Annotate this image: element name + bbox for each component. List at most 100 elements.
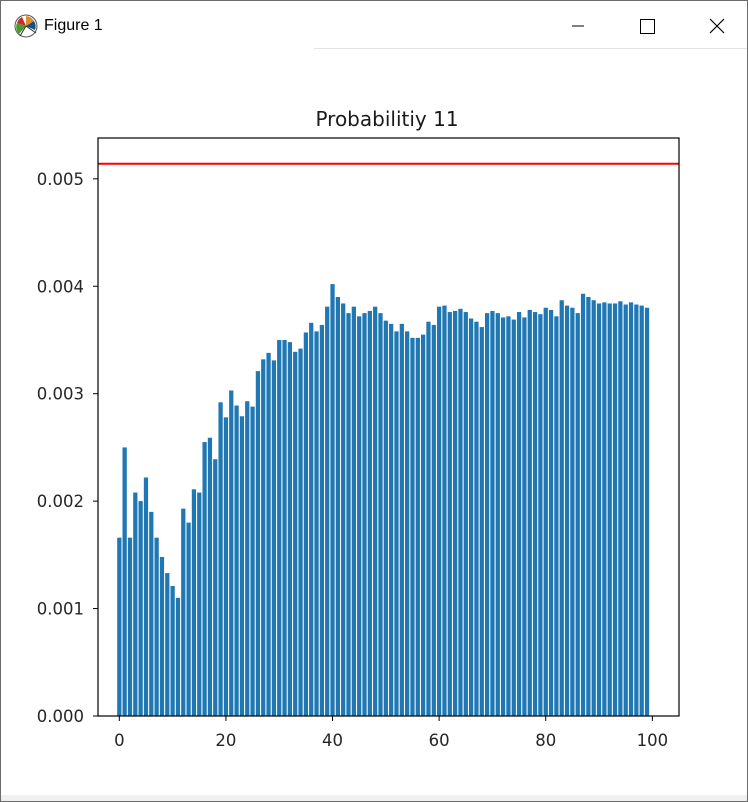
bar — [586, 297, 591, 716]
bar — [580, 293, 586, 716]
bar — [325, 306, 330, 716]
bar — [410, 337, 415, 716]
minimize-button[interactable] — [554, 1, 600, 49]
bar — [538, 314, 543, 716]
x-tick-label: 100 — [637, 731, 669, 750]
bar — [341, 303, 346, 716]
x-axis-ticks: 0 20 40 60 80 100 — [114, 716, 668, 750]
bar — [287, 342, 293, 716]
bar — [250, 406, 255, 716]
y-axis-ticks: 0.000 0.001 0.002 0.003 0.004 0.005 — [37, 170, 98, 726]
bar — [511, 319, 516, 716]
bar — [431, 324, 436, 716]
bar — [447, 312, 452, 716]
bar — [453, 310, 458, 716]
axes-frame — [97, 137, 680, 717]
bar — [319, 324, 324, 716]
bar — [591, 300, 596, 716]
bar — [202, 442, 207, 716]
bar — [527, 309, 532, 716]
bar — [143, 477, 149, 716]
y-tick-label: 0.000 — [37, 707, 84, 726]
bars-layer — [117, 284, 650, 716]
bar — [522, 317, 527, 716]
bar — [532, 312, 538, 716]
bar — [133, 492, 138, 716]
bar — [623, 304, 628, 716]
toolbar-divider — [314, 48, 747, 49]
bar — [293, 351, 298, 716]
chart-title: Probabilitiy 11 — [315, 107, 458, 131]
x-tick-label: 20 — [215, 731, 236, 750]
bar — [186, 522, 191, 716]
bar — [575, 313, 580, 716]
bar — [607, 303, 612, 716]
bar — [229, 390, 234, 716]
bar — [516, 312, 522, 716]
bar — [628, 302, 634, 716]
x-tick-label: 80 — [535, 731, 556, 750]
close-button[interactable] — [693, 1, 739, 49]
bar — [564, 305, 570, 716]
bar — [266, 352, 271, 716]
bar — [596, 303, 602, 716]
y-tick-label: 0.001 — [37, 600, 84, 619]
bar — [181, 508, 186, 716]
bar — [239, 416, 245, 716]
status-strip — [1, 795, 747, 801]
bar — [394, 331, 399, 716]
bar — [351, 306, 356, 716]
bar — [463, 312, 468, 716]
bar — [117, 537, 122, 716]
bar — [458, 308, 463, 716]
x-tick-label: 0 — [114, 731, 125, 750]
bar — [405, 331, 410, 716]
bar — [218, 402, 223, 716]
bar — [335, 297, 340, 716]
bar — [490, 310, 495, 716]
bar — [442, 305, 447, 716]
bar — [399, 323, 404, 716]
figure-canvas: Probabilitiy 11 0 20 40 60 80 100 0.0000.0010… — [37, 107, 680, 750]
minimize-icon — [572, 25, 584, 27]
bar — [223, 417, 229, 716]
bar — [149, 511, 154, 716]
bar — [362, 313, 367, 716]
bar — [421, 334, 426, 716]
bar — [548, 309, 554, 716]
bar — [122, 447, 127, 716]
bar — [207, 437, 213, 716]
bar — [138, 501, 143, 716]
bar — [415, 337, 420, 716]
bar — [484, 313, 490, 716]
bar — [213, 459, 218, 716]
bar — [570, 307, 575, 716]
bar — [500, 317, 506, 716]
maximize-icon — [640, 19, 655, 34]
bar — [559, 300, 564, 716]
bar — [468, 318, 474, 716]
bar — [261, 359, 266, 716]
bar — [474, 321, 479, 716]
bar — [554, 316, 559, 716]
bar — [495, 313, 500, 716]
bar — [309, 322, 314, 716]
bar — [255, 371, 261, 716]
bar — [197, 492, 202, 716]
bar — [271, 360, 277, 716]
bar — [378, 313, 383, 716]
close-icon — [709, 18, 725, 34]
bar — [282, 339, 287, 716]
bar — [618, 301, 623, 716]
x-tick-label: 40 — [322, 731, 343, 750]
maximize-button[interactable] — [623, 1, 669, 49]
bar — [644, 307, 650, 716]
title-bar[interactable]: Figure 1 — [1, 1, 747, 49]
bar — [159, 557, 165, 716]
bar — [367, 310, 372, 716]
bar — [330, 284, 335, 716]
bar — [437, 306, 442, 716]
bar — [175, 597, 181, 716]
bar — [543, 307, 548, 716]
